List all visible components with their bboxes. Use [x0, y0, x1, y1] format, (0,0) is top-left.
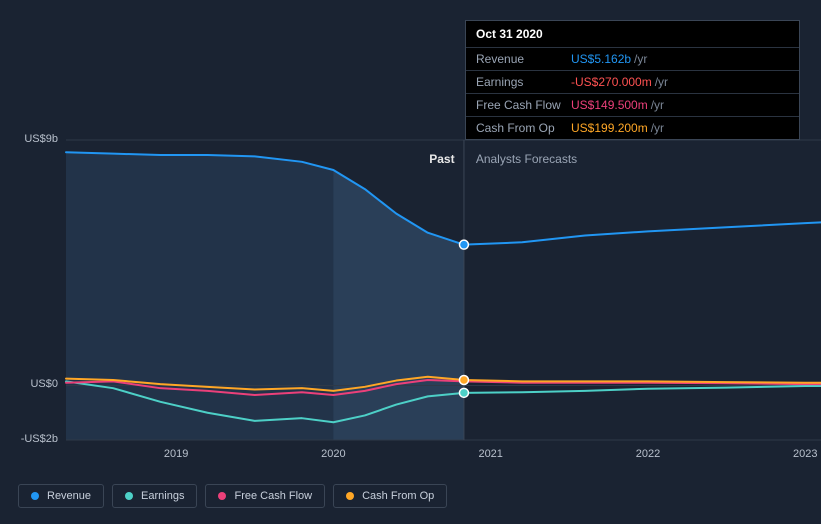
legend-dot-icon — [31, 492, 39, 500]
tooltip-row-unit: /yr — [651, 121, 664, 135]
tooltip-row-label: Cash From Op — [476, 121, 571, 135]
legend-item-cfo[interactable]: Cash From Op — [333, 484, 447, 508]
x-axis-label: 2022 — [636, 448, 660, 460]
tooltip-row: Cash From OpUS$199.200m/yr — [466, 116, 799, 139]
past-region-label: Past — [429, 152, 454, 166]
shade-area-fill — [333, 170, 464, 440]
x-axis-label: 2019 — [164, 448, 188, 460]
tooltip-row-unit: /yr — [655, 75, 668, 89]
forecast-region-label: Analysts Forecasts — [476, 152, 577, 166]
legend-item-fcf[interactable]: Free Cash Flow — [205, 484, 325, 508]
legend-label: Cash From Op — [362, 490, 434, 502]
tooltip: Oct 31 2020 RevenueUS$5.162b/yrEarnings-… — [465, 20, 800, 140]
marker-earnings — [459, 388, 468, 397]
legend-label: Earnings — [141, 490, 184, 502]
tooltip-date: Oct 31 2020 — [466, 21, 799, 47]
tooltip-row-label: Earnings — [476, 75, 571, 89]
y-axis-label: US$0 — [18, 378, 58, 390]
marker-revenue — [459, 240, 468, 249]
legend-item-revenue[interactable]: Revenue — [18, 484, 104, 508]
tooltip-row: Free Cash FlowUS$149.500m/yr — [466, 93, 799, 116]
x-axis-label: 2021 — [478, 448, 502, 460]
legend-item-earnings[interactable]: Earnings — [112, 484, 197, 508]
legend-dot-icon — [346, 492, 354, 500]
tooltip-row-label: Revenue — [476, 52, 571, 66]
tooltip-row-value: US$149.500m — [571, 98, 648, 112]
legend-dot-icon — [125, 492, 133, 500]
tooltip-row-value: US$199.200m — [571, 121, 648, 135]
tooltip-row-value: -US$270.000m — [571, 75, 652, 89]
marker-cfo — [459, 376, 468, 385]
legend-dot-icon — [218, 492, 226, 500]
legend: Revenue Earnings Free Cash Flow Cash From O… — [18, 484, 447, 508]
tooltip-row: RevenueUS$5.162b/yr — [466, 47, 799, 70]
y-axis-label: -US$2b — [18, 433, 58, 445]
x-axis-label: 2020 — [321, 448, 345, 460]
legend-label: Revenue — [47, 490, 91, 502]
tooltip-row-label: Free Cash Flow — [476, 98, 571, 112]
legend-label: Free Cash Flow — [234, 490, 312, 502]
tooltip-row: Earnings-US$270.000m/yr — [466, 70, 799, 93]
y-axis-label: US$9b — [18, 133, 58, 145]
tooltip-row-value: US$5.162b — [571, 52, 631, 66]
tooltip-row-unit: /yr — [634, 52, 647, 66]
x-axis-label: 2023 — [793, 448, 817, 460]
tooltip-row-unit: /yr — [651, 98, 664, 112]
